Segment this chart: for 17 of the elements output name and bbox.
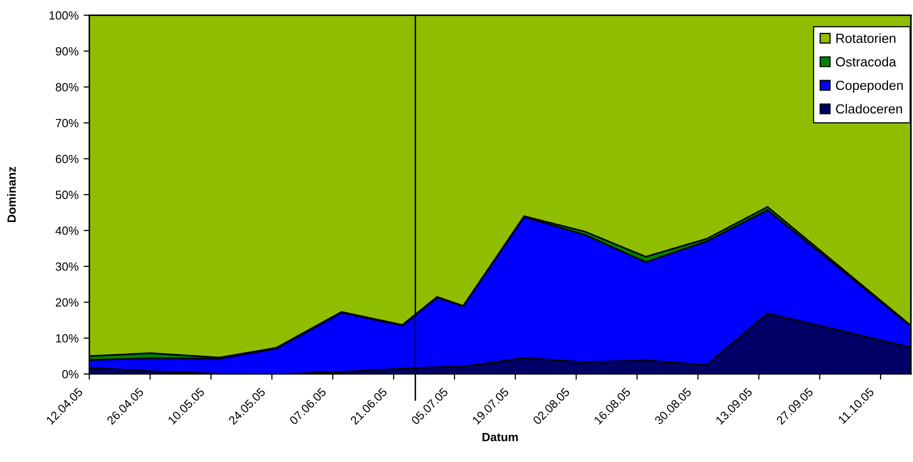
legend-label: Copepoden	[836, 80, 903, 93]
y-tick-label: 70%	[56, 118, 78, 128]
y-tick-label: 10%	[56, 334, 78, 343]
y-tick-label: 30%	[56, 262, 78, 271]
y-tick-label: 50%	[56, 190, 78, 200]
y-tick-label: 80%	[56, 83, 78, 92]
y-tick-label: 40%	[56, 226, 78, 235]
y-tick-label: 90%	[56, 47, 78, 56]
y-tick-label: 20%	[56, 298, 78, 307]
y-axis-title: Dominanz	[7, 166, 16, 222]
legend-label: Cladoceren	[836, 104, 902, 114]
legend-label: Rotatorien	[836, 33, 896, 44]
y-tick-label: 100%	[50, 11, 78, 20]
x-axis-title: Datum	[482, 433, 518, 442]
y-tick-label: 0%	[62, 370, 78, 378]
legend-label: Ostracoda	[836, 56, 896, 67]
y-tick-label: 60%	[56, 154, 78, 164]
